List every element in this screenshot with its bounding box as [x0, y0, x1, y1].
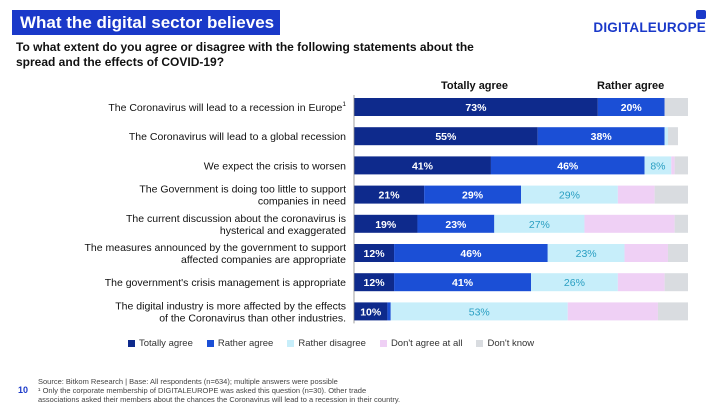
legend-item: Don't agree at all — [379, 338, 463, 349]
legend-item: Don't know — [476, 338, 534, 349]
category-label: The measures announced by the government… — [85, 242, 347, 254]
category-label: The current discussion about the coronav… — [126, 213, 346, 225]
survey-question: To what extent do you agree or disagree … — [16, 40, 474, 69]
bar-segment — [667, 127, 678, 146]
page-title: What the digital sector believes — [12, 10, 280, 35]
bar-segment — [354, 302, 388, 321]
bar-segment — [674, 156, 688, 175]
bar-segment — [354, 156, 491, 175]
bar-segment — [354, 127, 538, 146]
legend-item: Rather agree — [206, 338, 274, 349]
category-label: affected companies are appropriate — [181, 254, 346, 266]
data-label: 21% — [379, 190, 401, 202]
bar-segment — [354, 273, 395, 292]
bar-segment — [394, 244, 548, 262]
bar-segment — [617, 185, 655, 204]
legend-swatch — [206, 340, 214, 347]
category-label: of the Coronavirus than other industries… — [159, 312, 346, 324]
footnote-line-2: associations asked their members about t… — [38, 395, 401, 404]
bar-segment — [394, 273, 532, 292]
legend-label: Rather disagree — [298, 338, 366, 349]
logo-text: DIGITALEUROPE — [593, 20, 706, 35]
bar-segment — [657, 302, 688, 321]
bar-segment — [490, 156, 645, 175]
data-label: 20% — [621, 102, 643, 114]
bar-segment — [664, 98, 688, 116]
bar-segment — [354, 244, 395, 262]
category-label: hysterical and exaggerated — [220, 225, 346, 237]
footnote-line-1: ¹ Only the corporate membership of DIGIT… — [38, 386, 367, 395]
category-label: The government's crisis management is ap… — [105, 277, 346, 289]
legend-label: Rather agree — [217, 338, 274, 349]
legend-label: Don't know — [487, 338, 535, 349]
bar-segment — [644, 156, 672, 175]
column-header-rather-agree: Rather agree — [597, 80, 665, 92]
data-label: 23% — [445, 219, 467, 231]
category-label: The Government is doing too little to su… — [139, 184, 346, 196]
legend-item: Rather disagree — [287, 338, 366, 349]
data-label: 46% — [460, 248, 482, 260]
data-label: 19% — [375, 219, 397, 231]
bar-segment — [624, 244, 668, 262]
bar-segment — [417, 214, 495, 233]
data-label: 29% — [462, 190, 484, 202]
data-label: 38% — [591, 131, 613, 143]
bar-segment — [664, 273, 688, 292]
data-label: 12% — [364, 277, 386, 289]
data-label: 10% — [360, 306, 382, 318]
bar-segment — [597, 98, 665, 116]
data-label: 27% — [529, 219, 550, 231]
bar-segment — [671, 156, 675, 175]
bar-segment — [354, 185, 425, 204]
bar-segment — [424, 185, 521, 204]
digitaleurope-logo: DIGITALEUROPE — [586, 10, 706, 38]
legend-label: Don't agree at all — [390, 338, 463, 349]
data-label: 12% — [364, 248, 386, 260]
bar-segment — [584, 214, 675, 233]
data-label: 29% — [559, 190, 580, 202]
footer-notes: Source: Bitkom Research | Base: All resp… — [38, 377, 438, 404]
data-label: 41% — [412, 160, 434, 172]
category-label: We expect the crisis to worsen — [204, 160, 346, 172]
data-label: 46% — [557, 160, 579, 172]
category-label: The Coronavirus will lead to a recession… — [108, 101, 346, 114]
data-label: 26% — [564, 277, 585, 289]
bar-segment — [674, 214, 688, 233]
bar-segment — [354, 214, 418, 233]
chart-legend: Totally agree Rather agree Rather disagree… — [128, 338, 534, 349]
logo-mark-icon — [696, 10, 706, 19]
bar-segment — [531, 273, 618, 292]
bar-segment — [547, 244, 625, 262]
bar-segment — [387, 302, 391, 321]
bar-segment — [567, 302, 658, 321]
data-label: 55% — [435, 131, 457, 143]
category-label: The Coronavirus will lead to a global re… — [129, 131, 346, 143]
bar-segment — [494, 214, 585, 233]
source-line: Source: Bitkom Research | Base: All resp… — [38, 377, 338, 386]
legend-item: Totally agree — [128, 338, 193, 349]
category-label: The digital industry is more affected by… — [115, 300, 346, 312]
data-label: 41% — [452, 277, 474, 289]
data-label: 8% — [650, 160, 665, 172]
legend-swatch — [379, 340, 387, 347]
legend-swatch — [476, 340, 484, 347]
legend-label: Totally agree — [139, 338, 193, 349]
category-label: companies in need — [258, 196, 346, 208]
column-header-totally-agree: Totally agree — [441, 80, 509, 92]
bar-segment — [667, 244, 688, 262]
bar-segment — [354, 98, 598, 116]
data-label: 53% — [469, 306, 490, 318]
legend-swatch — [287, 340, 295, 347]
legend-swatch — [128, 340, 135, 347]
data-label: 73% — [465, 102, 487, 114]
bar-segment — [537, 127, 665, 146]
bar-segment — [390, 302, 568, 321]
bar-segment — [617, 273, 665, 292]
bar-segment — [664, 127, 668, 146]
bar-segment — [521, 185, 618, 204]
data-label: 23% — [576, 248, 597, 260]
bar-segment — [654, 185, 688, 204]
page-number: 10 — [18, 385, 29, 395]
